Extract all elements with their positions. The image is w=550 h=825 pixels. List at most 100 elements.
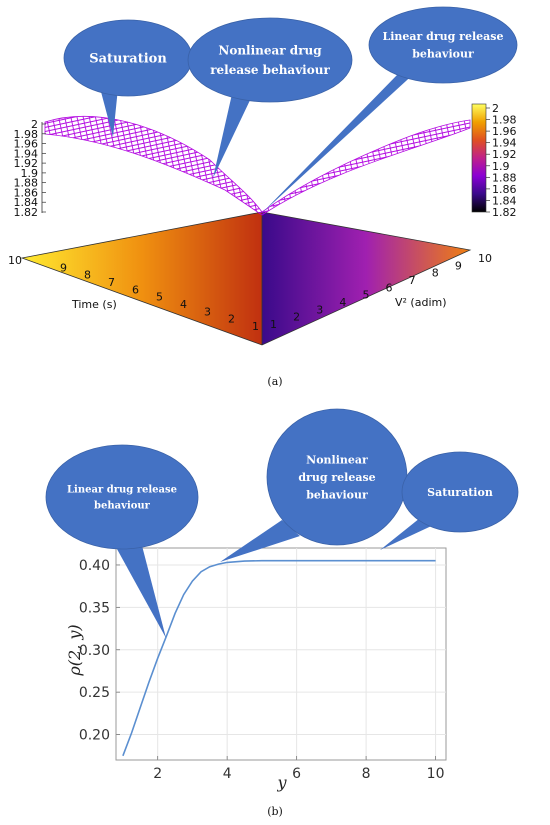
y-tick-label: 0.35 xyxy=(79,600,110,616)
x-axis-label-time: Time (s) xyxy=(71,298,117,311)
y-tick-label-v2: 3 xyxy=(316,303,323,316)
y-tick-label-v2: 8 xyxy=(432,267,439,280)
x-tick-label: 8 xyxy=(362,766,371,782)
y-tick-label: 0.40 xyxy=(79,558,110,574)
callout-pointer xyxy=(100,88,118,137)
callout-text: Nonlinear xyxy=(306,453,368,466)
tick-labels: 2 4 6 8 10 0.20 0.25 0.30 0.35 0.40 xyxy=(79,558,445,782)
z-tick-label: 2 xyxy=(31,118,38,131)
colorbar-tick-label: 1.96 xyxy=(492,125,517,138)
callout-bubble xyxy=(187,17,353,103)
x-tick-label-time: 7 xyxy=(108,276,115,289)
x-tick-labels-time: 1 2 3 4 5 6 7 8 9 10 xyxy=(8,254,259,333)
y-axis-label-rho: ρ(2, y) xyxy=(65,624,84,676)
colorbar-tick-label: 1.82 xyxy=(492,206,517,219)
x-tick-label-time: 8 xyxy=(84,269,91,282)
y-tick-label-v2: 1 xyxy=(270,318,277,331)
z-tick-label: 1.96 xyxy=(14,138,39,151)
floor-right-face xyxy=(262,212,470,345)
panel-b-label: (b) xyxy=(267,805,283,818)
y-tick-label-v2: 5 xyxy=(362,289,369,302)
colorbar-tick-label: 1.9 xyxy=(492,160,510,173)
callout-pointer xyxy=(220,520,300,562)
y-tick-label-v2: 2 xyxy=(293,311,300,324)
mesh-surface xyxy=(44,116,471,216)
y-tick-label-v2: 7 xyxy=(409,274,416,287)
callout-text: Saturation xyxy=(89,52,167,67)
floor-left-face xyxy=(22,212,262,345)
callout-text: Nonlinear drug xyxy=(218,44,322,58)
z-tick-labels: 1.821.841.861.881.91.921.941.961.982 xyxy=(14,118,46,219)
z-tick-label: 1.92 xyxy=(14,157,39,170)
panel-b-line-chart: 2 4 6 8 10 0.20 0.25 0.30 0.35 0.40 y ρ(2, y) Lin… xyxy=(45,408,519,818)
x-tick-label: 4 xyxy=(223,766,232,782)
z-tick-label: 1.94 xyxy=(14,147,39,160)
z-tick-label: 1.88 xyxy=(14,177,39,190)
z-tick-label: 1.98 xyxy=(14,128,39,141)
colorbar-tick-labels: 21.981.961.941.921.91.881.861.841.82 xyxy=(486,102,517,219)
x-tick-label-time: 6 xyxy=(132,283,139,296)
callout-nonlinear: Nonlinear drug release behaviour xyxy=(187,17,353,178)
callouts-panel-a: Saturation Nonlinear drug release behaviou… xyxy=(63,6,518,213)
callout-nonlinear: Nonlinear drug release behaviour xyxy=(220,408,408,562)
callout-saturation: Saturation xyxy=(63,19,193,137)
callout-linear: Linear drug release behaviour xyxy=(262,6,518,213)
callout-pointer xyxy=(262,70,418,213)
callout-text: release behaviour xyxy=(210,63,330,77)
colorbar-tick-label: 2 xyxy=(492,102,499,115)
x-axis-label-y: y xyxy=(276,773,287,792)
panel-a-label: (a) xyxy=(267,375,282,388)
colorbar xyxy=(471,103,487,213)
x-tick-label: 6 xyxy=(292,766,301,782)
colorbar-tick-label: 1.84 xyxy=(492,194,517,207)
x-tick-label-time: 2 xyxy=(228,313,235,326)
panel-a-surface-plot: 21.981.961.941.921.91.881.861.841.82 1.8… xyxy=(8,6,518,388)
callout-text: Saturation xyxy=(427,486,493,499)
z-tick-label: 1.84 xyxy=(14,196,39,209)
callout-text: behaviour xyxy=(412,48,474,61)
callout-text: drug release xyxy=(298,471,375,484)
y-axis-label-v2: V² (adim) xyxy=(395,296,447,309)
colorbar-tick-label: 1.86 xyxy=(492,183,517,196)
plot-frame xyxy=(115,547,447,761)
callout-saturation: Saturation xyxy=(380,451,519,550)
callouts-panel-b: Linear drug release behaviour Nonlinear dru… xyxy=(45,408,519,638)
x-tick-label-time: 3 xyxy=(204,305,211,318)
z-tick-label: 1.9 xyxy=(21,167,39,180)
x-tick-label-time: 1 xyxy=(252,320,259,333)
floor-top-face xyxy=(20,211,472,346)
x-tick-label: 10 xyxy=(427,766,445,782)
callout-bubble xyxy=(401,451,519,533)
y-tick-label-v2: 6 xyxy=(386,281,393,294)
z-tick-label: 1.82 xyxy=(14,206,39,219)
colorbar-tick-label: 1.88 xyxy=(492,171,517,184)
x-tick-label-time: 10 xyxy=(8,254,22,267)
callout-pointer xyxy=(112,538,166,638)
grid-lines xyxy=(116,548,446,760)
y-tick-label-v2: 10 xyxy=(478,252,492,265)
z-tick-label: 1.86 xyxy=(14,186,39,199)
callout-text: Linear drug release xyxy=(67,485,177,496)
callout-text: behaviour xyxy=(94,501,151,512)
callout-pointer xyxy=(213,94,252,178)
callout-linear: Linear drug release behaviour xyxy=(45,444,199,638)
y-tick-labels-v2: 1 2 3 4 5 6 7 8 9 10 xyxy=(270,252,492,331)
callout-bubble xyxy=(45,444,199,550)
y-tick-label: 0.25 xyxy=(79,685,110,701)
y-tick-label-v2: 9 xyxy=(455,259,462,272)
x-tick-label-time: 9 xyxy=(60,261,67,274)
callout-text: Linear drug release xyxy=(383,30,504,43)
callout-text: behaviour xyxy=(306,488,368,501)
callout-bubble xyxy=(368,6,518,84)
y-tick-label: 0.30 xyxy=(79,643,110,659)
series-line-rho xyxy=(122,559,436,757)
colorbar-tick-label: 1.92 xyxy=(492,148,517,161)
x-tick-label: 2 xyxy=(153,766,162,782)
y-tick-label: 0.20 xyxy=(79,728,110,744)
y-tick-label-v2: 4 xyxy=(339,296,346,309)
colorbar-tick-label: 1.98 xyxy=(492,114,517,127)
x-tick-label-time: 4 xyxy=(180,298,187,311)
colorbar-tick-label: 1.94 xyxy=(492,137,517,150)
x-tick-label-time: 5 xyxy=(156,291,163,304)
